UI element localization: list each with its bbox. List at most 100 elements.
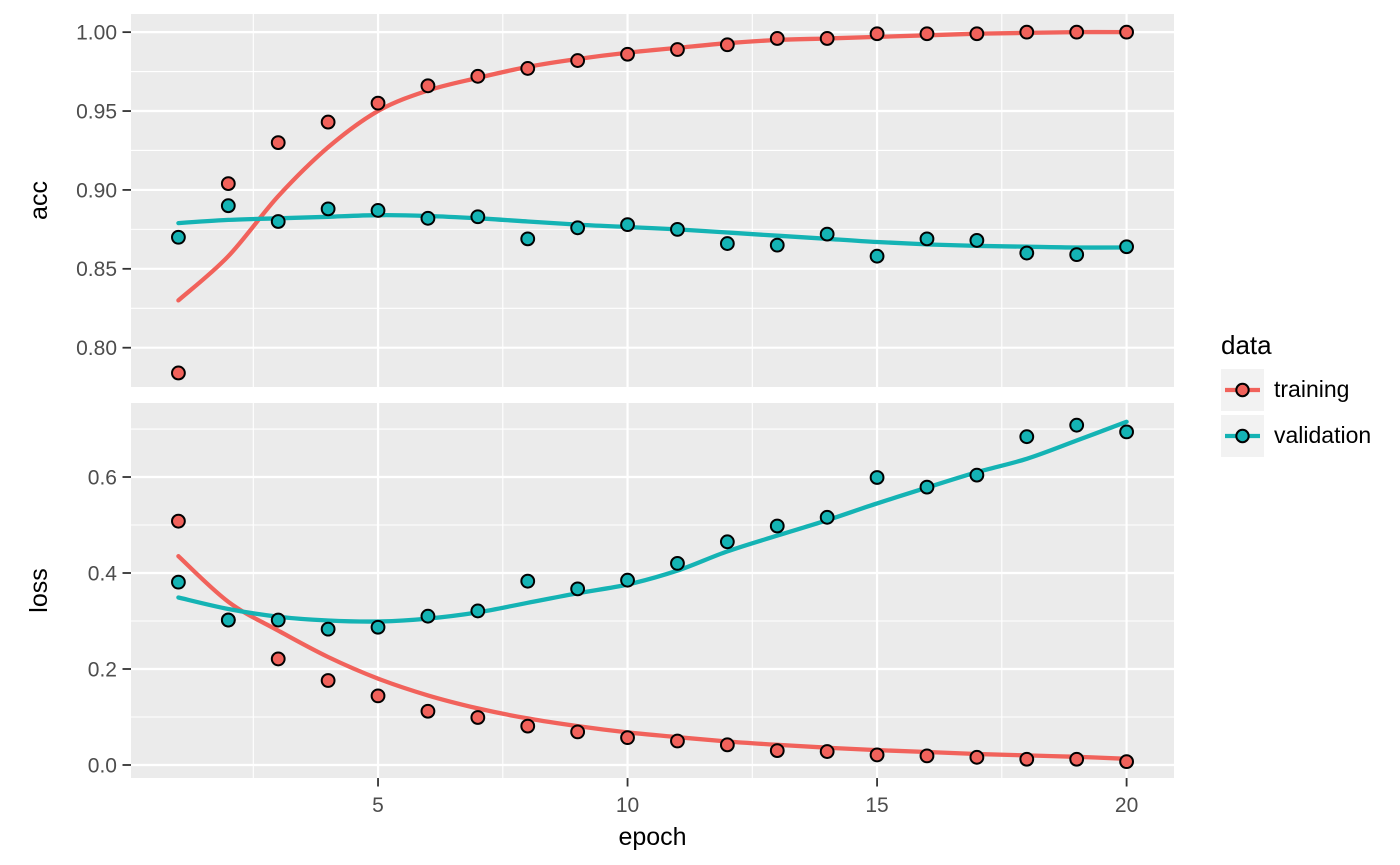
legend-label-training: training [1274, 376, 1350, 403]
point-validation-loss [1019, 429, 1035, 445]
point-training-acc [370, 95, 386, 111]
y-tick-label-acc: 0.80 [76, 337, 117, 360]
point-validation-acc [1019, 245, 1035, 261]
point-validation-loss [919, 479, 935, 495]
point-training-loss [520, 718, 536, 734]
point-validation-loss [470, 603, 486, 619]
y-tick-label-acc: 0.90 [76, 179, 117, 202]
point-training-acc [670, 42, 685, 57]
point-training-loss [1019, 751, 1035, 767]
point-validation-loss [570, 581, 586, 597]
point-validation-loss [270, 612, 286, 628]
y-tick-label-acc: 0.85 [76, 258, 117, 281]
point-training-acc [1069, 24, 1085, 40]
training-key-icon [1221, 368, 1264, 411]
point-training-acc [969, 26, 985, 42]
point-training-loss [1069, 751, 1085, 767]
point-validation-acc [570, 220, 586, 236]
point-validation-loss [320, 621, 336, 637]
point-validation-loss [769, 518, 785, 534]
y-tick-label-loss: 0.2 [88, 658, 117, 681]
point-training-loss [370, 688, 386, 704]
point-validation-loss [220, 612, 236, 628]
point-training-loss [670, 733, 685, 749]
point-validation-loss [171, 574, 186, 590]
legend-item-validation: validation [1221, 414, 1372, 457]
legend-label-validation: validation [1274, 422, 1372, 449]
point-training-loss [919, 748, 935, 764]
point-training-loss [769, 743, 785, 758]
point-validation-acc [320, 201, 336, 217]
point-validation-acc [420, 210, 436, 226]
point-validation-loss [819, 509, 835, 525]
point-validation-loss [1069, 417, 1085, 433]
point-training-loss [570, 724, 586, 740]
point-training-acc [1019, 24, 1035, 40]
point-training-acc [320, 114, 336, 130]
y-tick-label-loss: 0.0 [88, 754, 117, 777]
point-validation-acc [1119, 239, 1134, 255]
point-validation-acc [969, 233, 985, 248]
point-validation-loss [719, 534, 735, 550]
point-training-loss [1119, 754, 1134, 770]
point-training-loss [819, 744, 835, 759]
x-tick-label: 20 [1115, 794, 1138, 817]
point-training-acc [719, 37, 735, 53]
point-training-acc [470, 68, 486, 84]
point-validation-acc [719, 236, 735, 251]
y-tick-label-loss: 0.6 [88, 466, 117, 489]
point-validation-acc [370, 203, 386, 218]
legend-title: data [1221, 330, 1272, 360]
point-validation-acc [171, 229, 186, 245]
point-training-acc [220, 176, 236, 192]
point-training-loss [420, 703, 436, 719]
point-validation-acc [1069, 247, 1085, 263]
point-validation-acc [869, 248, 885, 264]
point-training-loss [320, 673, 336, 688]
y-axis-title-loss: loss [25, 568, 53, 612]
y-tick-label-acc: 0.95 [76, 100, 117, 123]
point-validation-loss [520, 573, 536, 589]
y-tick-label-acc: 1.00 [76, 21, 117, 44]
x-tick-label: 5 [372, 794, 384, 817]
point-validation-loss [670, 556, 685, 571]
point-validation-acc [520, 231, 536, 247]
x-tick-label: 10 [616, 794, 639, 817]
point-validation-acc [670, 221, 685, 237]
point-validation-loss [370, 619, 386, 635]
point-training-acc [919, 26, 935, 42]
panel-loss [131, 403, 1174, 778]
point-validation-loss [420, 608, 436, 624]
point-training-loss [470, 710, 486, 725]
point-training-acc [1119, 24, 1134, 40]
validation-key-icon [1221, 414, 1264, 457]
point-training-acc [420, 78, 436, 94]
point-training-loss [869, 747, 885, 763]
point-training-acc [171, 365, 186, 381]
point-validation-acc [220, 198, 236, 214]
panel-acc [131, 14, 1174, 387]
x-tick-label: 15 [865, 794, 888, 817]
point-training-loss [270, 651, 286, 667]
point-training-acc [570, 53, 586, 68]
point-validation-acc [769, 237, 785, 253]
point-training-loss [171, 513, 186, 529]
y-tick-label-loss: 0.4 [88, 562, 118, 585]
point-validation-acc [620, 217, 635, 233]
point-training-acc [819, 31, 835, 46]
point-training-acc [869, 26, 885, 42]
point-validation-loss [869, 470, 885, 485]
point-validation-loss [969, 467, 985, 483]
point-validation-acc [819, 226, 835, 242]
point-training-acc [270, 135, 286, 150]
point-training-loss [719, 737, 735, 753]
point-validation-acc [270, 214, 286, 229]
point-training-loss [969, 749, 985, 765]
legend-item-training: training [1221, 368, 1371, 411]
point-training-acc [520, 61, 536, 76]
point-validation-loss [1119, 424, 1134, 440]
point-validation-loss [620, 572, 635, 588]
point-training-acc [620, 46, 635, 62]
